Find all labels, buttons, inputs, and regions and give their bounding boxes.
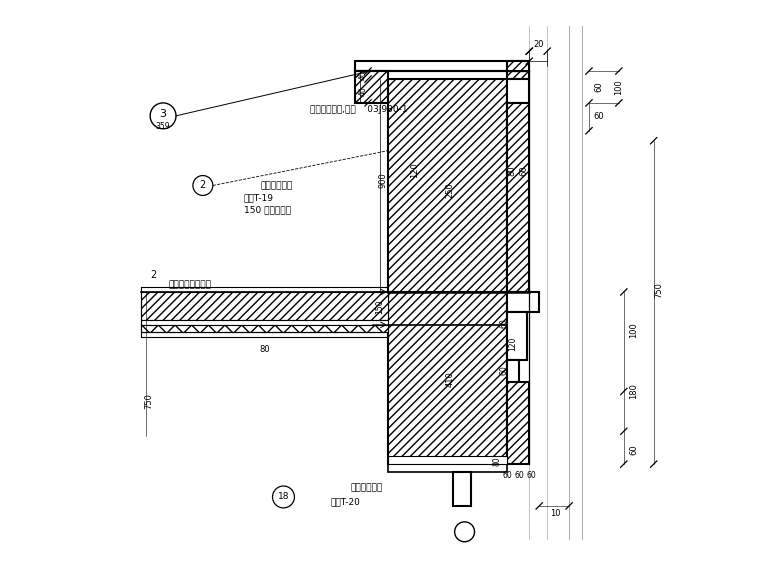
Text: 18: 18 xyxy=(277,492,290,502)
Text: 120: 120 xyxy=(508,336,517,351)
Text: 180: 180 xyxy=(629,384,638,400)
Text: 10: 10 xyxy=(550,510,560,518)
Text: 250: 250 xyxy=(445,182,454,198)
Polygon shape xyxy=(388,79,508,464)
Text: 750: 750 xyxy=(144,393,154,409)
Text: 750: 750 xyxy=(654,282,663,298)
Text: 60: 60 xyxy=(594,82,603,92)
Text: 60: 60 xyxy=(500,318,509,328)
Text: 3: 3 xyxy=(160,109,166,119)
Text: 二层住宅地面标高: 二层住宅地面标高 xyxy=(168,280,211,290)
Text: 40: 40 xyxy=(359,86,368,96)
Bar xyxy=(508,61,529,79)
Text: 水磨石窗台板,详见    03J930-1: 水磨石窗台板,详见 03J930-1 xyxy=(310,105,408,115)
Text: 60: 60 xyxy=(527,471,536,479)
Bar xyxy=(453,472,470,506)
Text: 建施T-20: 建施T-20 xyxy=(331,498,360,506)
Bar xyxy=(508,381,529,464)
Text: 100: 100 xyxy=(614,79,623,95)
Text: 2: 2 xyxy=(200,181,206,190)
Bar xyxy=(388,464,508,472)
Bar xyxy=(508,312,527,360)
Text: 900: 900 xyxy=(378,173,388,189)
Bar xyxy=(141,320,388,325)
Text: 80: 80 xyxy=(493,457,502,466)
Text: 60: 60 xyxy=(502,471,512,479)
Text: 2: 2 xyxy=(150,270,157,280)
Text: 359: 359 xyxy=(156,123,170,131)
Text: 20: 20 xyxy=(533,40,543,48)
Text: 100: 100 xyxy=(629,322,638,337)
Bar xyxy=(508,360,519,381)
Text: 60: 60 xyxy=(520,165,529,176)
Text: 60: 60 xyxy=(629,444,638,454)
Bar xyxy=(508,103,529,292)
Text: 410: 410 xyxy=(445,372,454,388)
Text: 60: 60 xyxy=(500,366,509,376)
Text: 80: 80 xyxy=(259,345,270,354)
Bar xyxy=(355,61,529,71)
Bar xyxy=(355,71,388,103)
Bar xyxy=(508,79,529,103)
Text: 60: 60 xyxy=(594,112,604,121)
Text: 40: 40 xyxy=(359,70,368,80)
Text: 120: 120 xyxy=(410,162,420,178)
Text: 80: 80 xyxy=(508,165,517,176)
Bar xyxy=(141,325,388,332)
Bar xyxy=(388,456,508,464)
Text: 150: 150 xyxy=(375,300,385,314)
Bar xyxy=(508,292,540,312)
Text: 作法详见节点: 作法详见节点 xyxy=(350,483,382,492)
Text: 建施T-19: 建施T-19 xyxy=(244,193,274,202)
Text: 60: 60 xyxy=(515,471,524,479)
Text: 150 高暗踢脚线: 150 高暗踢脚线 xyxy=(244,205,290,214)
Text: 作法详见节点: 作法详见节点 xyxy=(261,181,293,190)
Bar xyxy=(141,292,388,320)
